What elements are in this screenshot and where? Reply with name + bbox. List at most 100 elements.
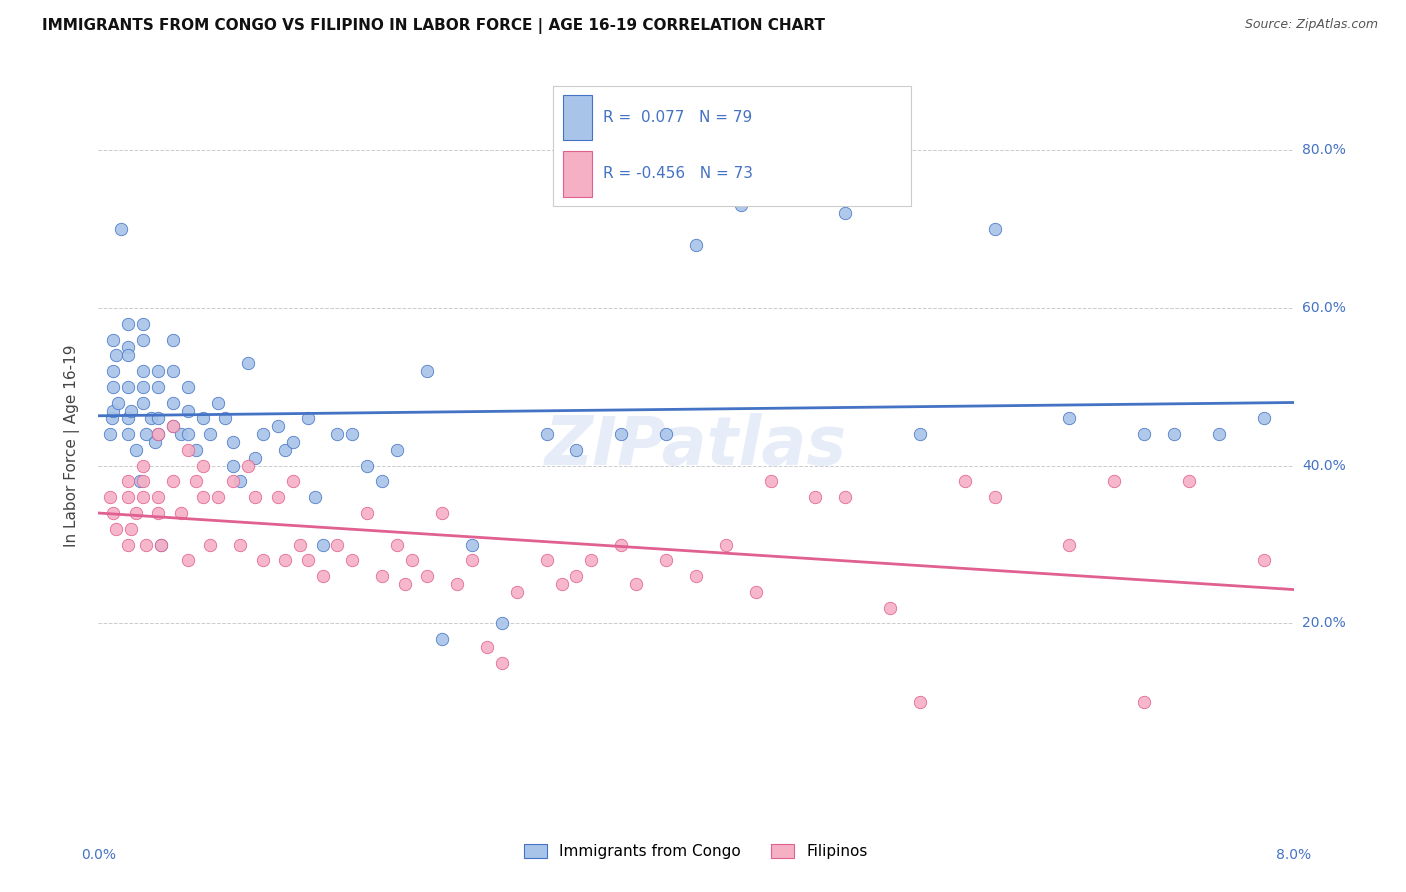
Point — [169, 427, 191, 442]
Point — [267, 419, 290, 434]
Point — [169, 506, 191, 520]
Point — [385, 442, 409, 457]
Point — [117, 340, 139, 354]
Point — [491, 656, 513, 670]
Point — [200, 538, 222, 552]
Point — [148, 380, 170, 394]
Point — [132, 475, 155, 489]
Point — [326, 427, 349, 442]
Point — [132, 333, 155, 347]
Point — [984, 490, 1007, 504]
Point — [135, 427, 157, 442]
Point — [98, 490, 122, 504]
Point — [730, 198, 752, 212]
Text: 0.0%: 0.0% — [82, 848, 115, 863]
Point — [103, 333, 125, 347]
Point — [281, 475, 304, 489]
Point — [1178, 475, 1201, 489]
Point — [550, 577, 572, 591]
Point — [475, 640, 498, 654]
Point — [626, 577, 648, 591]
Point — [446, 577, 468, 591]
Point — [356, 506, 378, 520]
Point — [1059, 538, 1081, 552]
Point — [222, 475, 245, 489]
Point — [132, 380, 155, 394]
Point — [101, 411, 124, 425]
Text: 8.0%: 8.0% — [1277, 848, 1310, 863]
Point — [245, 490, 267, 504]
Point — [107, 395, 129, 409]
Point — [506, 585, 529, 599]
Point — [326, 538, 349, 552]
Point — [655, 553, 678, 567]
Point — [908, 695, 931, 709]
Point — [117, 317, 139, 331]
Point — [148, 364, 170, 378]
Point — [610, 538, 633, 552]
Point — [117, 475, 139, 489]
Point — [125, 442, 148, 457]
Point — [610, 427, 633, 442]
Point — [177, 403, 200, 417]
Point — [162, 419, 184, 434]
Point — [1059, 411, 1081, 425]
Point — [1208, 427, 1230, 442]
Point — [252, 427, 274, 442]
Point — [222, 435, 245, 450]
Point — [135, 538, 157, 552]
Point — [252, 553, 274, 567]
Point — [804, 490, 827, 504]
Point — [191, 490, 214, 504]
Point — [162, 333, 184, 347]
Point — [117, 538, 139, 552]
Text: 80.0%: 80.0% — [1302, 144, 1346, 157]
Point — [714, 538, 737, 552]
Point — [117, 380, 139, 394]
Point — [150, 538, 173, 552]
Point — [103, 364, 125, 378]
Text: Source: ZipAtlas.com: Source: ZipAtlas.com — [1244, 18, 1378, 31]
Point — [143, 435, 166, 450]
Point — [655, 427, 678, 442]
Point — [342, 553, 364, 567]
Text: ZIPatlas: ZIPatlas — [546, 413, 846, 479]
Point — [281, 435, 304, 450]
Point — [207, 490, 229, 504]
Point — [191, 458, 214, 473]
Point — [685, 238, 707, 252]
Point — [132, 458, 155, 473]
Point — [430, 632, 453, 647]
Point — [177, 442, 200, 457]
Point — [162, 395, 184, 409]
Point — [581, 553, 603, 567]
Point — [356, 458, 378, 473]
Point — [103, 506, 125, 520]
Point — [288, 538, 311, 552]
Point — [162, 475, 184, 489]
Point — [267, 490, 290, 504]
Point — [191, 411, 214, 425]
Point — [117, 411, 139, 425]
Point — [129, 475, 152, 489]
Point — [274, 442, 297, 457]
Point — [565, 442, 588, 457]
Point — [184, 475, 207, 489]
Point — [132, 317, 155, 331]
Text: 60.0%: 60.0% — [1302, 301, 1346, 315]
Legend: Immigrants from Congo, Filipinos: Immigrants from Congo, Filipinos — [517, 838, 875, 865]
Point — [908, 427, 931, 442]
Point — [1133, 427, 1156, 442]
Point — [222, 458, 245, 473]
Point — [745, 585, 768, 599]
Point — [311, 538, 333, 552]
Point — [120, 522, 142, 536]
Point — [105, 348, 128, 362]
Point — [430, 506, 453, 520]
Point — [685, 569, 707, 583]
Point — [385, 538, 409, 552]
Point — [148, 427, 170, 442]
Point — [132, 395, 155, 409]
Point — [297, 411, 319, 425]
Point — [1163, 427, 1185, 442]
